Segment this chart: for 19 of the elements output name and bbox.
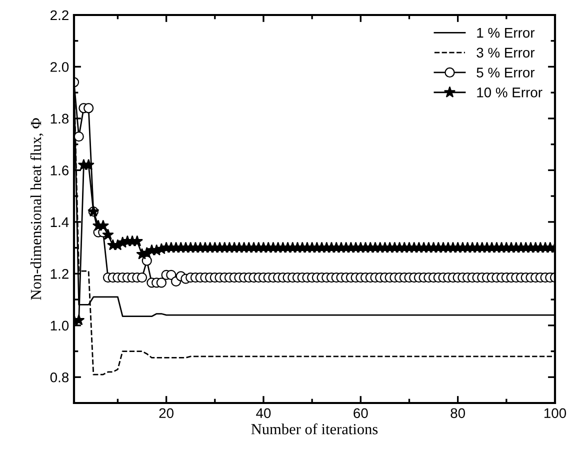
y-axis-title: Non-dimensional heat flux, Φ bbox=[30, 118, 44, 300]
y-tick-label: 1.6 bbox=[50, 166, 69, 176]
y-tick-label: 0.8 bbox=[50, 372, 69, 382]
legend-label: 1 % Error bbox=[477, 28, 535, 38]
y-tick-label: 2.0 bbox=[50, 62, 69, 72]
y-tick-label: 2.2 bbox=[50, 10, 68, 20]
legend-label: 10 % Error bbox=[477, 88, 542, 98]
x-tick-label: 80 bbox=[450, 408, 466, 418]
y-tick-label: 1.8 bbox=[50, 114, 69, 124]
x-tick-label: 100 bbox=[544, 408, 566, 418]
x-tick-label: 20 bbox=[159, 408, 174, 418]
legend-label: 5 % Error bbox=[476, 68, 535, 78]
y-tick-label: 1.4 bbox=[50, 217, 69, 227]
legend-label: 3 % Error bbox=[476, 48, 535, 58]
y-tick-label: 1.0 bbox=[50, 320, 69, 331]
y-tick-label: 1.2 bbox=[50, 269, 68, 279]
x-axis-title: Number of iterations bbox=[251, 423, 378, 434]
x-tick-label: 60 bbox=[354, 408, 368, 418]
x-tick-label: 40 bbox=[256, 408, 271, 418]
